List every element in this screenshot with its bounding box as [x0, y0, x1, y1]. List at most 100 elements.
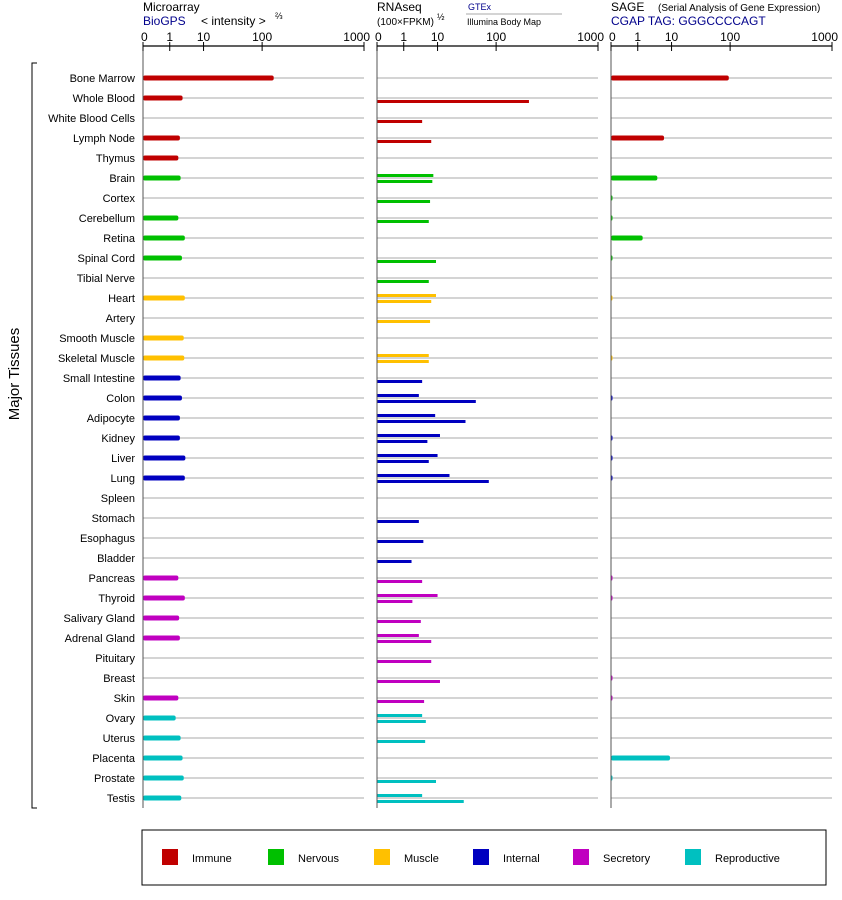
microarray-bar [143, 295, 185, 301]
rnaseq-gtex-bar [377, 794, 423, 797]
scale-tick-label: 0 [375, 30, 382, 44]
scale-tick-label: 1000 [811, 30, 838, 44]
microarray-bar [143, 575, 179, 581]
sage-subtitle: (Serial Analysis of Gene Expression) [658, 3, 820, 14]
tissue-label: Skeletal Muscle [58, 353, 135, 365]
tissue-label: Liver [111, 453, 135, 465]
tissue-label: Spinal Cord [78, 253, 135, 265]
legend-swatch [374, 849, 390, 865]
tissue-label: Adipocyte [87, 413, 135, 425]
tissue-label: Lung [111, 473, 135, 485]
scale-tick-label: 1 [400, 30, 407, 44]
microarray-bar [143, 455, 186, 461]
tissue-label: Cortex [103, 193, 136, 205]
scale-tick-label: 100 [486, 30, 506, 44]
rnaseq-unit-label: (100×FPKM) [377, 17, 434, 28]
axes: 0 1 10 100 1000 0 1 10 100 1000 0 1 10 100 1000 [141, 30, 838, 808]
rnaseq-gtex-bar [377, 594, 438, 597]
tissue-label: White Blood Cells [48, 113, 135, 125]
rnaseq-illumina-bar [377, 680, 440, 683]
tissue-label: Prostate [94, 773, 135, 785]
tissue-label: Spleen [101, 493, 135, 505]
tissue-label: Stomach [92, 513, 135, 525]
legend: Immune Nervous Muscle Internal Secretory Repr… [162, 849, 780, 865]
microarray-bar [143, 395, 182, 401]
microarray-bar [143, 615, 180, 621]
microarray-bar [143, 355, 185, 361]
rnaseq-illumina-bar [377, 740, 426, 743]
tissue-label: Placenta [92, 753, 136, 765]
rnaseq-illumina-bar [377, 660, 432, 663]
rnaseq-gtex-bar [377, 474, 450, 477]
rnaseq-gtex-bar [377, 354, 429, 357]
scale-tick-label: 10 [431, 30, 445, 44]
microarray-bar [143, 635, 180, 641]
microarray-bar [143, 735, 181, 741]
tissue-label: Pancreas [89, 573, 136, 585]
rnaseq-illumina-bar [377, 640, 432, 643]
rnaseq-illumina-bar [377, 700, 425, 703]
tissue-label: Heart [108, 293, 135, 305]
microarray-bar [143, 235, 185, 241]
scale-tick-label: 1 [166, 30, 173, 44]
expression-bars [143, 75, 729, 803]
rnaseq-illumina-bar [377, 100, 529, 103]
scale-tick-label: 10 [197, 30, 211, 44]
rnaseq-illumina-bar [377, 140, 432, 143]
tissue-label: Breast [103, 673, 135, 685]
rnaseq-gtex-bar [377, 434, 440, 437]
microarray-bar [143, 95, 183, 101]
microarray-scale-label: < intensity > [201, 14, 266, 28]
rnaseq-illumina-bar [377, 480, 489, 483]
microarray-bar [143, 595, 185, 601]
tissue-label: Adrenal Gland [65, 633, 135, 645]
legend-label: Muscle [404, 853, 439, 865]
microarray-source: BioGPS [143, 14, 186, 28]
legend-label: Nervous [298, 853, 339, 865]
rnaseq-illumina-bar [377, 300, 432, 303]
legend-label: Secretory [603, 853, 651, 865]
rnaseq-illumina-bar [377, 360, 429, 363]
microarray-bar [143, 415, 180, 421]
rnaseq-illumina-bar [377, 380, 423, 383]
tissue-label: Skin [114, 693, 135, 705]
tissue-label: Uterus [103, 733, 136, 745]
sage-bar [611, 235, 643, 241]
microarray-scale-exponent: ⅔ [275, 11, 283, 21]
tissue-label: Testis [107, 793, 136, 805]
rnaseq-illumina-bar [377, 180, 433, 183]
microarray-bar [143, 335, 184, 341]
rnaseq-gtex-bar [377, 454, 438, 457]
scale-tick-label: 0 [141, 30, 148, 44]
tissue-label: Thymus [96, 153, 136, 165]
tissue-label: Bladder [97, 553, 135, 565]
rnaseq-illumina-bar [377, 540, 424, 543]
microarray-title: Microarray [143, 0, 200, 14]
microarray-bar [143, 795, 182, 801]
rnaseq-illumina-bar [377, 600, 413, 603]
tissue-label: Artery [106, 313, 136, 325]
microarray-bar [143, 435, 180, 441]
rnaseq-illumina-bar [377, 560, 412, 563]
scale-tick-label: 1000 [577, 30, 604, 44]
tissue-label: Brain [109, 173, 135, 185]
rnaseq-illumina-bar [377, 200, 431, 203]
rnaseq-gtex-bar [377, 714, 423, 717]
tissue-label: Kidney [101, 433, 135, 445]
scale-tick-label: 1 [634, 30, 641, 44]
microarray-bar [143, 755, 183, 761]
sage-title: SAGE [611, 0, 644, 14]
rnaseq-illumina-bar [377, 420, 466, 423]
legend-swatch [268, 849, 284, 865]
microarray-bar [143, 255, 182, 261]
rnaseq-illumina-bar [377, 400, 476, 403]
rnaseq-illumina-bar [377, 220, 429, 223]
rnaseq-illumina-bar [377, 780, 437, 783]
tissue-label: Smooth Muscle [59, 333, 135, 345]
tissue-label: Tibial Nerve [77, 273, 135, 285]
rnaseq-series-illumina: Illumina Body Map [467, 17, 541, 27]
microarray-bar [143, 135, 180, 141]
rnaseq-unit-exponent: ½ [437, 12, 445, 22]
rnaseq-illumina-bar [377, 320, 431, 323]
